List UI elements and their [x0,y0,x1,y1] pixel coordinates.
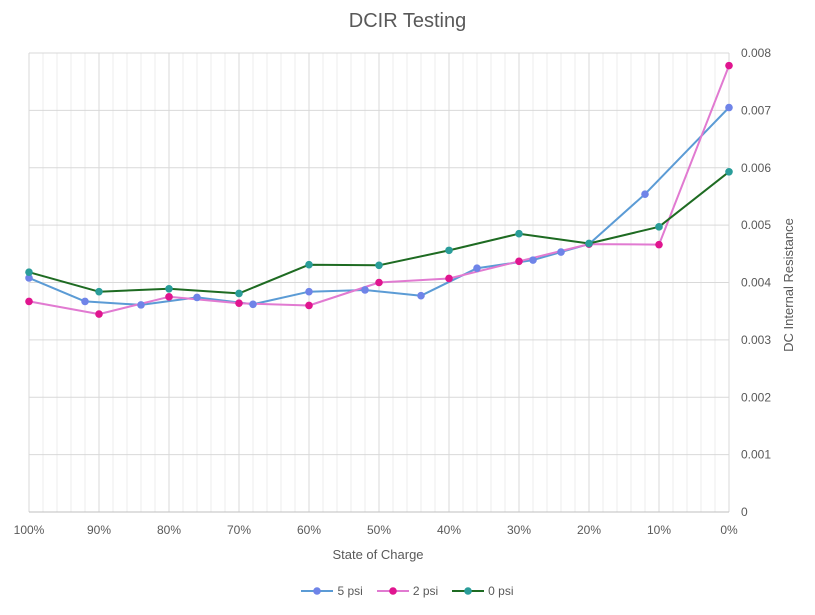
data-point-5-psi [193,293,201,302]
x-tick-label: 10% [647,523,671,537]
x-tick-label: 90% [87,523,111,537]
legend-item: 2 psi [376,584,439,598]
y-tick-label: 0.006 [741,161,771,175]
data-point-2-psi [305,301,313,310]
data-point-0-psi [515,229,523,238]
data-point-5-psi [529,256,537,264]
data-point-5-psi [249,300,257,309]
data-point-5-psi [137,301,145,309]
data-point-0-psi [655,223,663,231]
x-tick-label: 30% [507,523,531,537]
data-point-0-psi [305,260,313,269]
x-tick-labels: 100% 90% 80% 70% 60% 50% 40% 30% 20% 10% 0% [14,523,738,537]
data-point-0-psi [25,268,33,276]
legend-label: 0 psi [488,584,514,598]
data-point-5-psi [725,103,733,112]
data-point-5-psi [81,297,89,306]
data-point-0-psi [725,167,733,176]
x-tick-label: 80% [157,523,181,537]
x-tick-label: 60% [297,523,321,537]
x-tick-label: 100% [14,523,45,537]
x-tick-label: 50% [367,523,391,537]
data-point-5-psi [557,248,565,256]
chart-title: DCIR Testing [348,10,467,32]
data-point-2-psi [515,257,523,266]
y-tick-label: 0.003 [741,333,771,347]
x-tick-label: 70% [227,523,251,537]
data-point-0-psi [585,239,593,248]
data-point-0-psi [165,285,173,293]
series-points [25,61,733,318]
y-tick-label: 0.005 [741,218,771,232]
data-point-2-psi [375,278,383,287]
data-point-0-psi [95,287,103,296]
legend-label: 2 psi [412,584,439,598]
y-tick-label: 0.008 [741,46,771,60]
data-point-5-psi [25,274,33,282]
data-point-2-psi [725,61,733,70]
data-point-0-psi [375,261,383,270]
legend-label: 5 psi [337,584,363,598]
data-point-0-psi [445,246,453,255]
y-tick-label: 0.001 [741,448,771,462]
x-axis-title: State of Charge [332,547,423,562]
data-point-5-psi [361,286,369,294]
x-tick-label: 20% [577,523,601,537]
data-point-2-psi [445,274,453,283]
legend: 5 psi 2 psi 0 psi [0,584,815,598]
y-tick-label: 0 [741,505,748,519]
data-point-5-psi [473,264,481,272]
data-point-0-psi [235,289,243,298]
y-tick-labels: 0 0.001 0.002 0.003 0.004 0.005 0.006 0.007 0.00… [741,46,771,519]
y-tick-label: 0.004 [741,276,771,290]
data-point-2-psi [165,293,173,301]
data-point-2-psi [655,240,663,249]
data-point-5-psi [641,190,649,198]
x-tick-label: 40% [437,523,461,537]
data-point-2-psi [235,299,243,307]
legend-swatch [452,587,485,595]
legend-item: 5 psi [301,584,363,598]
y-tick-label: 0.007 [741,103,771,117]
legend-swatch [301,587,334,595]
legend-swatch [376,587,409,595]
data-point-5-psi [417,291,425,300]
y-tick-label: 0.002 [741,390,771,404]
data-point-2-psi [25,297,33,306]
x-tick-label: 0% [720,523,738,537]
data-point-2-psi [95,310,103,318]
y-axis-title: DC Internal Resistance [781,218,796,352]
legend-item: 0 psi [452,584,514,598]
data-point-5-psi [305,287,313,296]
